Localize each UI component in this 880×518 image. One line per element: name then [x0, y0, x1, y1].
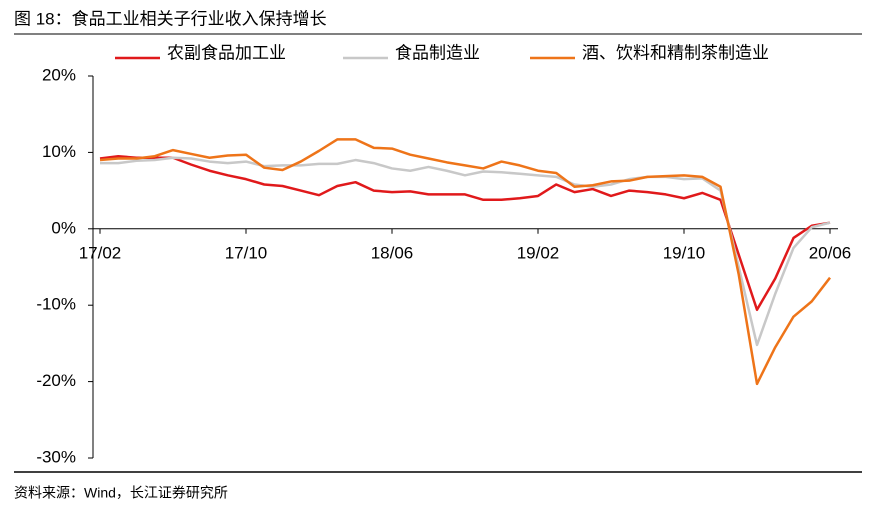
- y-tick-label: 0%: [51, 218, 76, 237]
- legend-label: 酒、饮料和精制茶制造业: [582, 43, 769, 62]
- y-tick-label: -30%: [36, 447, 76, 466]
- x-tick-label: 20/06: [809, 243, 852, 262]
- x-tick-label: 19/02: [517, 243, 560, 262]
- series-line: [99, 138, 831, 386]
- legend-label: 食品制造业: [395, 43, 480, 62]
- series-line: [100, 156, 831, 347]
- y-tick-label: 20%: [42, 65, 76, 84]
- legend-label: 农副食品加工业: [167, 43, 286, 62]
- y-tick-label: -20%: [36, 371, 76, 390]
- x-tick-label: 17/10: [225, 243, 268, 262]
- x-tick-label: 18/06: [371, 243, 414, 262]
- series-line: [99, 154, 831, 312]
- source: 资料来源：Wind，长江证券研究所: [14, 485, 228, 501]
- chart-title: 图 18：食品工业相关子行业收入保持增长: [14, 9, 327, 28]
- x-tick-label: 17/02: [79, 243, 122, 262]
- x-tick-label: 19/10: [663, 243, 706, 262]
- y-tick-label: -10%: [36, 295, 76, 314]
- y-tick-label: 10%: [42, 142, 76, 161]
